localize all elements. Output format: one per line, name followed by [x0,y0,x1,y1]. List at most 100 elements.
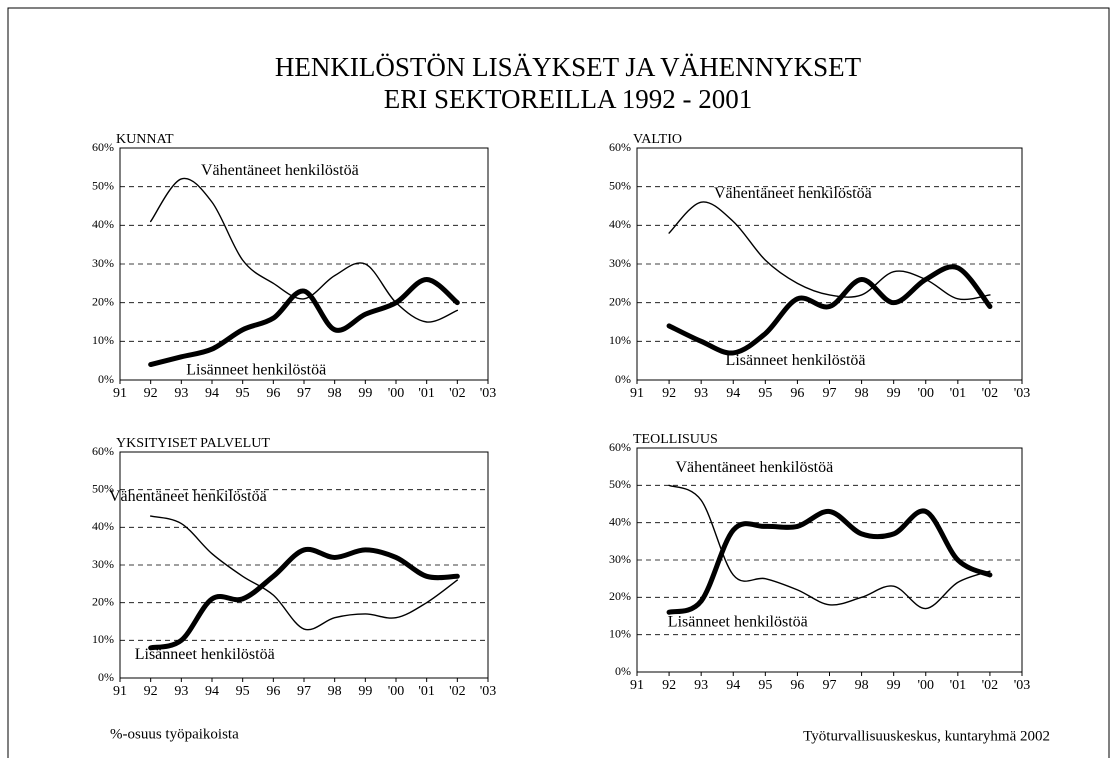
x-tick-label: 95 [236,684,250,699]
frame [7,7,1110,758]
series-line [148,276,460,368]
y-tick-label: 60% [609,140,631,154]
y-tick-label: 20% [92,594,114,608]
series-line [148,546,460,651]
x-tick-label: '00 [917,678,934,693]
y-tick-label: 10% [92,632,114,646]
y-tick-label: 40% [609,514,631,528]
x-tick-label: '03 [1014,678,1031,693]
y-tick-label: 0% [615,664,631,678]
y-tick-label: 60% [609,440,631,454]
x-tick-label: 93 [694,386,708,401]
x-tick-label: '00 [388,386,405,401]
x-tick-label: '03 [480,684,497,699]
x-tick-label: 91 [113,684,127,699]
footnote-left: %-osuus työpaikoista [110,726,239,742]
series-label: Lisänneet henkilöstöä [186,361,326,378]
y-tick-label: 50% [609,477,631,491]
x-tick-label: 95 [758,678,772,693]
y-tick-label: 30% [92,256,114,270]
x-tick-label: 96 [790,386,804,401]
series-label: Vähentäneet henkilöstöä [676,459,834,476]
x-tick-label: '01 [950,386,967,401]
series-label: Lisänneet henkilöstöä [135,646,275,663]
series-label: Vähentäneet henkilöstöä [714,185,872,202]
x-tick-label: 99 [887,386,901,401]
subplot-title: TEOLLISUUS [633,432,718,447]
x-tick-label: '03 [1014,386,1031,401]
x-tick-label: 93 [694,678,708,693]
series-label: Lisänneet henkilöstöä [668,613,808,630]
y-tick-label: 50% [92,481,114,495]
x-tick-label: 98 [855,386,869,401]
x-tick-label: 97 [823,386,837,401]
y-tick-label: 60% [92,140,114,154]
y-tick-label: 10% [609,333,631,347]
x-tick-label: 97 [297,684,311,699]
x-tick-label: 99 [887,678,901,693]
x-tick-label: '02 [982,678,999,693]
y-tick-label: 20% [609,589,631,603]
subplot-title: KUNNAT [116,132,174,147]
x-tick-label: 92 [144,386,158,401]
y-tick-label: 20% [609,294,631,308]
series-line [666,264,993,356]
y-tick-label: 20% [92,294,114,308]
series-label: Lisänneet henkilöstöä [726,352,866,369]
y-tick-label: 0% [615,372,631,386]
x-tick-label: 96 [266,386,280,401]
y-tick-label: 40% [92,217,114,231]
y-tick-label: 40% [92,519,114,533]
series-line [149,177,459,323]
x-tick-label: 92 [662,678,676,693]
x-tick-label: 91 [630,386,644,401]
x-tick-label: '02 [449,386,466,401]
x-tick-label: 97 [297,386,311,401]
x-tick-label: '00 [917,386,934,401]
x-tick-label: '02 [982,386,999,401]
y-tick-label: 60% [92,444,114,458]
series-label: Vähentäneet henkilöstöä [201,162,359,179]
footnote-right: Työturvallisuuskeskus, kuntaryhmä 2002 [803,728,1050,744]
y-tick-label: 0% [98,670,114,684]
y-tick-label: 10% [609,626,631,640]
x-tick-label: 91 [630,678,644,693]
x-tick-label: 93 [174,684,188,699]
x-tick-label: 99 [358,386,372,401]
x-tick-label: '01 [418,684,435,699]
y-tick-label: 10% [92,333,114,347]
y-tick-label: 50% [92,178,114,192]
x-tick-label: 96 [790,678,804,693]
x-tick-label: 94 [726,678,740,693]
y-tick-label: 30% [92,557,114,571]
y-tick-label: 50% [609,178,631,192]
x-tick-label: 95 [236,386,250,401]
x-tick-label: 94 [726,386,740,401]
title-line-2: ERI SEKTOREILLA 1992 - 2001 [384,84,752,114]
x-tick-label: 97 [823,678,837,693]
series-label: Vähentäneet henkilöstöä [109,488,267,505]
x-tick-label: 94 [205,684,219,699]
subplot-title: VALTIO [633,132,682,147]
x-tick-label: 94 [205,386,219,401]
x-tick-label: 98 [855,678,869,693]
x-tick-label: 98 [328,684,342,699]
series-line [668,484,991,610]
x-tick-label: 99 [358,684,372,699]
title-line-1: HENKILÖSTÖN LISÄYKSET JA VÄHENNYKSET [275,52,862,82]
y-tick-label: 30% [609,552,631,566]
x-tick-label: '01 [950,678,967,693]
x-tick-label: 95 [758,386,772,401]
x-tick-label: 92 [144,684,158,699]
x-tick-label: 96 [266,684,280,699]
x-tick-label: '02 [449,684,466,699]
y-tick-label: 0% [98,372,114,386]
x-tick-label: 98 [328,386,342,401]
series-line [666,508,993,615]
y-tick-label: 30% [609,256,631,270]
x-tick-label: '01 [418,386,435,401]
series-line [668,201,991,301]
y-tick-label: 40% [609,217,631,231]
series-line [149,515,459,631]
